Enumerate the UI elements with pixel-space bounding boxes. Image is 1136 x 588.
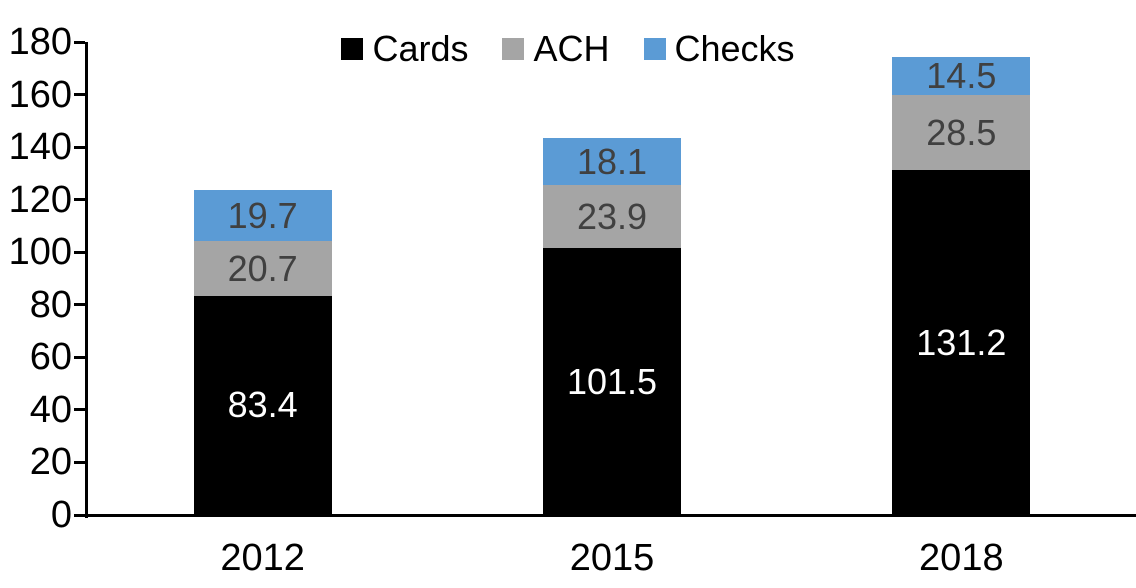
bar-value-label-ach-2018: 28.5 — [926, 111, 997, 153]
bar-segment-cards-2015: 101.5 — [543, 248, 681, 515]
y-axis-tick — [74, 250, 85, 254]
y-axis-tick — [74, 40, 85, 44]
y-axis-tick — [74, 408, 85, 412]
legend-item-ach: ACH — [502, 28, 610, 69]
legend-label-cards: Cards — [372, 28, 469, 69]
y-axis-tick-label: 180 — [8, 21, 72, 63]
y-axis-tick-label: 0 — [50, 494, 72, 536]
y-axis-tick-label: 40 — [29, 388, 72, 431]
y-axis-tick — [74, 93, 85, 97]
bar-value-label-checks-2012: 19.7 — [227, 194, 298, 236]
y-axis-tick — [74, 460, 85, 464]
y-axis-tick-label: 60 — [29, 336, 72, 379]
y-axis-tick — [74, 355, 85, 359]
bar-segment-cards-2018: 131.2 — [892, 170, 1031, 515]
bar-value-label-cards-2012: 83.4 — [227, 384, 298, 426]
legend-label-ach: ACH — [533, 28, 610, 69]
x-axis-category-label: 2012 — [220, 537, 305, 579]
legend-swatch-cards — [341, 38, 364, 60]
x-axis-category-label: 2015 — [569, 537, 655, 579]
legend-item-checks: Checks — [643, 28, 795, 69]
y-axis-tick — [74, 145, 85, 149]
legend-swatch-checks — [643, 38, 666, 60]
y-axis-tick — [74, 198, 85, 202]
y-axis-tick-label: 160 — [8, 73, 72, 116]
y-axis-line — [85, 42, 88, 518]
bar-value-label-cards-2018: 131.2 — [916, 321, 1007, 363]
bar-segment-ach-2018: 28.5 — [892, 95, 1031, 171]
bar-value-label-checks-2018: 14.5 — [926, 55, 997, 97]
y-axis-tick-label: 80 — [29, 283, 72, 326]
y-axis-tick-label: 140 — [8, 126, 72, 169]
x-axis-line — [74, 514, 1136, 517]
bar-segment-ach-2015: 23.9 — [543, 185, 681, 249]
bar-segment-checks-2018: 14.5 — [892, 55, 1031, 97]
chart-legend: Cards ACH Checks — [0, 30, 1136, 68]
bar-segment-cards-2012: 83.4 — [193, 295, 332, 515]
bar-segment-checks-2015: 18.1 — [543, 137, 681, 186]
bar-value-label-cards-2015: 101.5 — [566, 360, 658, 402]
x-axis-category-label: 2018 — [919, 537, 1004, 579]
y-axis-tick-label: 20 — [29, 441, 72, 484]
y-axis-tick — [74, 303, 85, 307]
bar-segment-ach-2012: 20.7 — [193, 241, 332, 296]
bar-segment-checks-2012: 19.7 — [193, 189, 332, 242]
legend-item-cards: Cards — [341, 30, 468, 68]
bar-value-label-ach-2012: 20.7 — [227, 247, 298, 289]
y-axis-tick-label: 100 — [8, 231, 72, 274]
y-axis-tick-label: 120 — [8, 178, 72, 221]
bar-value-label-ach-2015: 23.9 — [576, 195, 648, 237]
legend-swatch-ach — [502, 38, 525, 60]
bar-value-label-checks-2015: 18.1 — [576, 140, 648, 182]
legend-label-checks: Checks — [674, 28, 795, 69]
y-axis-tick — [74, 513, 85, 517]
